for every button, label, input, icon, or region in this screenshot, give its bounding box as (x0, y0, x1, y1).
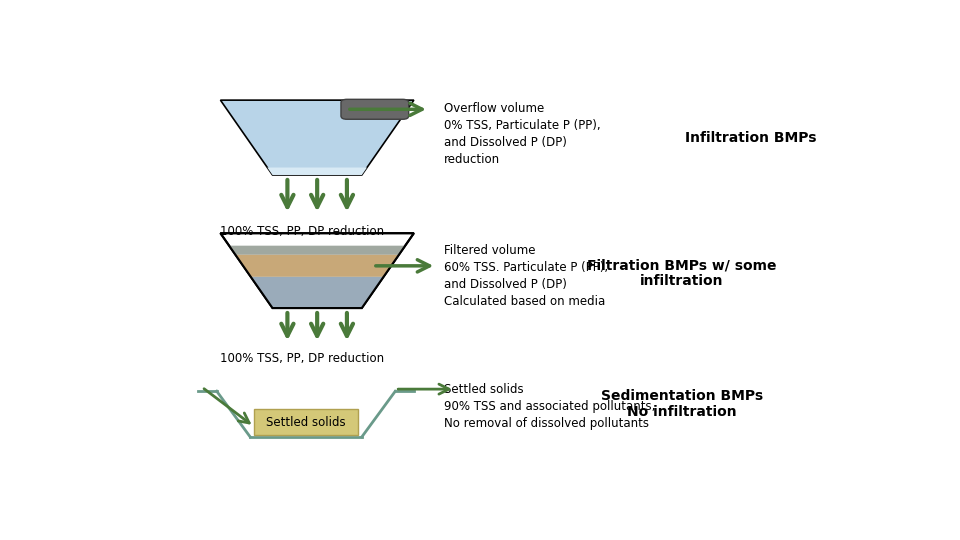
Text: Overflow volume
0% TSS, Particulate P (PP),
and Dissolved P (DP)
reduction: Overflow volume 0% TSS, Particulate P (P… (444, 102, 600, 166)
Text: 100% TSS, PP, DP reduction: 100% TSS, PP, DP reduction (221, 352, 385, 365)
Polygon shape (229, 246, 405, 255)
Polygon shape (235, 255, 398, 277)
Polygon shape (267, 167, 367, 175)
Text: Settled solids: Settled solids (266, 416, 346, 429)
Text: Sedimentation BMPs
No infiltration: Sedimentation BMPs No infiltration (601, 389, 763, 420)
Polygon shape (221, 233, 414, 308)
Text: Filtered volume
60% TSS. Particulate P (PP),
and Dissolved P (DP)
Calculated bas: Filtered volume 60% TSS. Particulate P (… (444, 244, 608, 308)
Text: 100% TSS, PP, DP reduction: 100% TSS, PP, DP reduction (221, 225, 385, 238)
Text: Filtration BMPs w/ some
infiltration: Filtration BMPs w/ some infiltration (587, 258, 777, 288)
FancyBboxPatch shape (341, 99, 409, 119)
Text: Infiltration BMPs: Infiltration BMPs (685, 131, 817, 145)
Polygon shape (221, 100, 414, 175)
Text: Settled solids
90% TSS and associated pollutants,
No removal of dissolved pollut: Settled solids 90% TSS and associated po… (444, 383, 655, 430)
Polygon shape (251, 277, 383, 308)
FancyBboxPatch shape (253, 409, 358, 435)
